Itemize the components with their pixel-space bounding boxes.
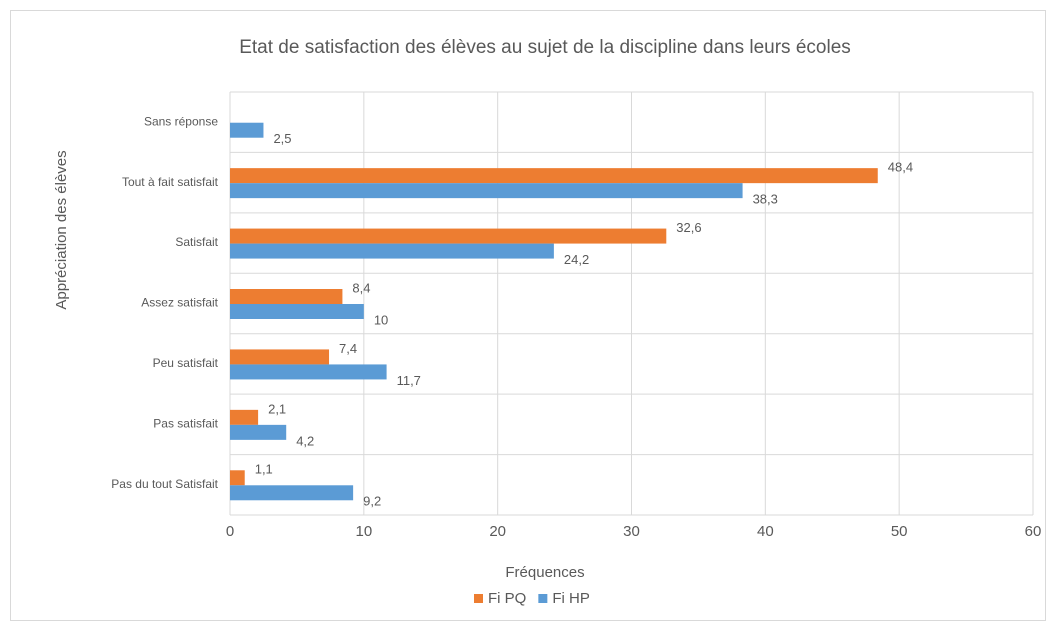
data-label: 8,4 — [352, 280, 370, 295]
legend-swatch — [474, 594, 483, 603]
x-tick-label: 50 — [891, 523, 908, 540]
x-tick-label: 20 — [489, 523, 506, 540]
data-label: 11,7 — [397, 373, 421, 388]
y-tick-label: Sans réponse — [144, 114, 218, 128]
bar — [230, 183, 743, 199]
y-tick-label: Tout à fait satisfait — [122, 175, 219, 189]
bar — [230, 470, 245, 486]
bar — [230, 228, 667, 244]
bar — [230, 289, 343, 304]
y-axis-label: Appréciation des élèves — [53, 150, 70, 309]
bar — [230, 409, 259, 425]
bar — [230, 243, 554, 259]
data-label: 38,3 — [753, 192, 778, 207]
data-label: 2,1 — [268, 401, 286, 416]
legend-label: Fi PQ — [488, 590, 526, 607]
legend-label: Fi HP — [552, 590, 590, 607]
data-label: 2,5 — [273, 131, 291, 146]
x-tick-label: 10 — [355, 523, 372, 540]
x-tick-label: 40 — [757, 523, 774, 540]
x-tick-label: 60 — [1025, 523, 1042, 540]
bar — [230, 364, 387, 380]
chart-title: Etat de satisfaction des élèves au sujet… — [239, 37, 851, 58]
data-label: 24,2 — [564, 252, 589, 267]
y-tick-label: Pas du tout Satisfait — [111, 477, 218, 491]
chart-frame — [10, 10, 1046, 621]
y-tick-label: Assez satisfait — [141, 296, 218, 310]
data-label: 1,1 — [255, 462, 273, 477]
y-tick-label: Satisfait — [175, 235, 218, 249]
data-label: 32,6 — [676, 220, 701, 235]
data-label: 48,4 — [888, 160, 913, 175]
data-label: 10 — [374, 312, 388, 327]
data-label: 7,4 — [339, 341, 357, 356]
bar — [230, 122, 264, 138]
data-label: 4,2 — [296, 433, 314, 448]
y-tick-label: Pas satisfait — [153, 417, 218, 431]
x-tick-label: 30 — [623, 523, 640, 540]
y-tick-label: Peu satisfait — [153, 356, 219, 370]
bar — [230, 349, 330, 365]
data-label: 9,2 — [363, 494, 381, 509]
bar — [230, 424, 287, 440]
x-axis-label: Fréquences — [505, 564, 584, 581]
legend-swatch — [538, 594, 548, 603]
bar — [230, 168, 878, 184]
bar — [230, 304, 364, 319]
bar — [230, 485, 354, 501]
x-tick-label: 0 — [226, 523, 234, 540]
